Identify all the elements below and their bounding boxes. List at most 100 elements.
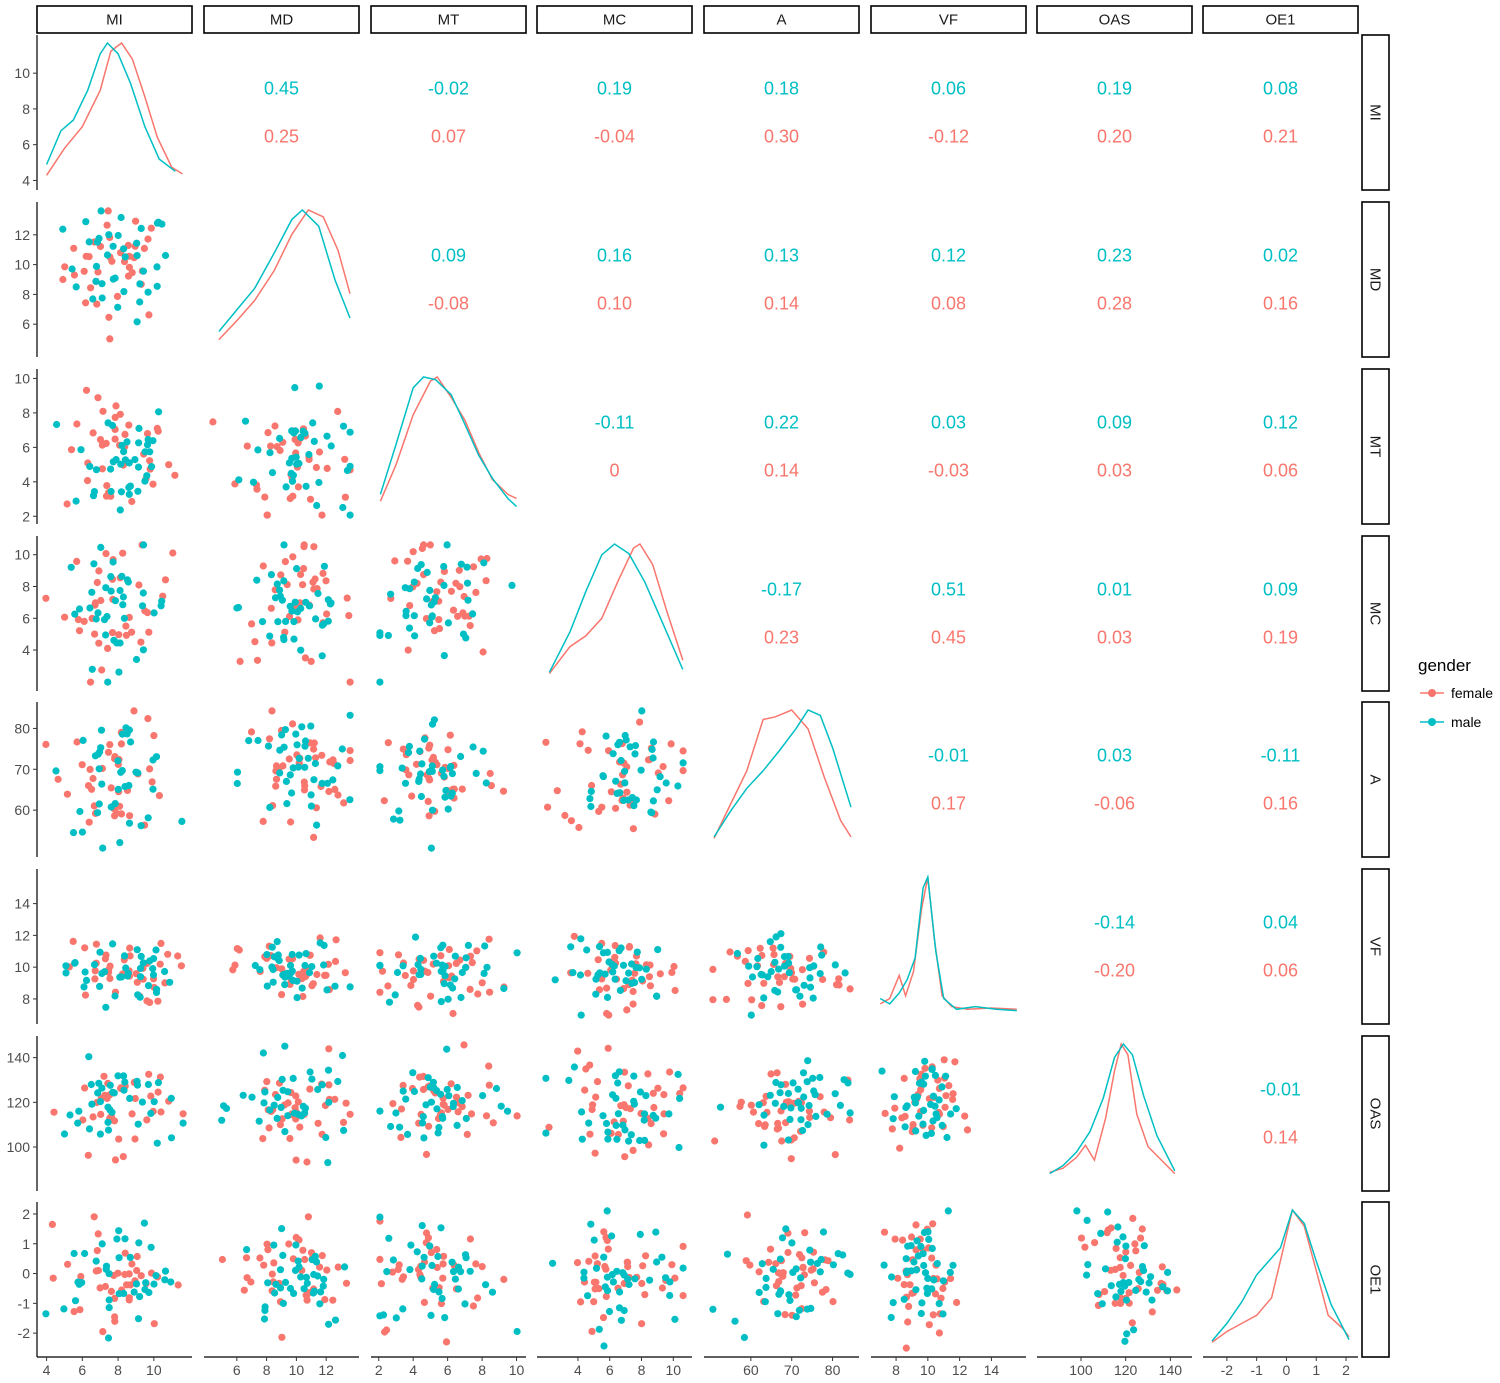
scatter-point-male — [152, 753, 161, 761]
y-tick-label: 8 — [22, 578, 30, 594]
scatter-point-male — [601, 1283, 609, 1291]
scatter-point-male — [392, 1109, 400, 1117]
scatter-point-female — [89, 1113, 97, 1121]
scatter-point-female — [743, 1211, 752, 1219]
corr-male-value: 0.06 — [931, 79, 966, 99]
scatter-point-female — [833, 981, 841, 989]
scatter-point-male — [280, 577, 288, 585]
scatter-point-female — [133, 1252, 141, 1261]
scatter-point-male — [302, 950, 310, 958]
scatter-point-female — [229, 966, 237, 974]
scatter-point-male — [426, 1242, 434, 1250]
scatter-point-male — [102, 1262, 111, 1270]
scatter-point-male — [939, 1310, 947, 1318]
scatter-point-male — [630, 1072, 638, 1080]
scatter-point-male — [309, 1289, 317, 1297]
scatter-point-male — [819, 1228, 828, 1236]
scatter-point-male — [282, 777, 290, 786]
scatter-point-male — [94, 809, 102, 817]
scatter-point-male — [120, 1289, 128, 1298]
scatter-point-male — [116, 839, 124, 847]
scatter-point-male — [731, 1317, 739, 1325]
scatter-point-male — [233, 779, 241, 788]
scatter-point-male — [281, 1042, 289, 1050]
corr-female-value: 0.21 — [1263, 127, 1298, 147]
scatter-point-female — [756, 944, 764, 952]
scatter-point-male — [268, 943, 276, 951]
scatter-point-female — [426, 741, 434, 749]
scatter-point-male — [409, 1069, 417, 1077]
scatter-point-male — [149, 965, 157, 973]
scatter-point-female — [149, 480, 157, 488]
scatter-point-male — [266, 449, 274, 457]
corr-male-value: 0.51 — [931, 580, 966, 600]
scatter-point-male — [93, 238, 101, 246]
scatter-point-male — [1121, 1337, 1129, 1345]
scatter-point-female — [829, 1298, 837, 1306]
scatter-cell-mc-mi — [42, 541, 177, 686]
scatter-point-female — [1129, 1214, 1137, 1222]
scatter-point-male — [640, 1116, 648, 1124]
scatter-point-male — [139, 541, 148, 549]
corr-cell-mi-a: 0.180.30 — [764, 79, 799, 147]
scatter-cell-oe1-mc — [549, 1207, 687, 1350]
scatter-point-female — [273, 443, 281, 451]
scatter-point-male — [282, 483, 290, 491]
corr-female-value: 0.14 — [1263, 1128, 1298, 1148]
x-tick-label: 70 — [784, 1362, 800, 1378]
scatter-point-female — [143, 997, 151, 1005]
scatter-point-male — [91, 752, 99, 760]
scatter-point-female — [424, 797, 432, 806]
scatter-point-female — [70, 1308, 78, 1316]
scatter-point-female — [765, 1258, 773, 1266]
scatter-point-male — [766, 1091, 774, 1099]
scatter-point-male — [66, 1111, 74, 1119]
corr-female-value: -0.06 — [1094, 794, 1135, 814]
scatter-cell-oe1-oas — [1073, 1207, 1181, 1345]
scatter-point-female — [435, 616, 443, 624]
corr-female-value: 0.14 — [764, 294, 799, 314]
scatter-point-male — [313, 821, 321, 829]
scatter-point-male — [324, 596, 332, 604]
scatter-point-female — [334, 791, 342, 799]
scatter-point-female — [98, 441, 106, 449]
scatter-point-male — [134, 1315, 143, 1323]
scatter-point-male — [938, 1121, 946, 1129]
corr-cell-mi-vf: 0.06-0.12 — [928, 79, 969, 147]
scatter-point-male — [839, 1251, 847, 1259]
scatter-point-male — [596, 969, 604, 977]
corr-male-value: 0.12 — [931, 246, 966, 266]
scatter-point-female — [775, 1278, 783, 1286]
scatter-point-female — [774, 973, 782, 981]
scatter-point-male — [1137, 1278, 1145, 1286]
scatter-cell-a-mi — [42, 707, 186, 852]
scatter-point-female — [89, 429, 97, 437]
scatter-point-male — [777, 1081, 785, 1089]
scatter-point-male — [615, 1068, 623, 1076]
scatter-point-female — [767, 1070, 775, 1078]
scatter-point-male — [423, 568, 431, 577]
scatter-point-male — [311, 1252, 319, 1260]
scatter-point-male — [320, 562, 328, 570]
scatter-point-female — [111, 435, 119, 443]
scatter-point-male — [633, 948, 641, 956]
scatter-point-female — [261, 493, 269, 501]
scatter-point-male — [389, 815, 398, 823]
scatter-point-male — [907, 1242, 915, 1250]
scatter-point-male — [132, 1280, 141, 1288]
scatter-point-male — [776, 1089, 784, 1097]
scatter-point-female — [755, 1268, 763, 1276]
scatter-point-male — [604, 1128, 612, 1136]
scatter-point-female — [679, 1292, 687, 1300]
scatter-point-female — [125, 1294, 133, 1302]
scatter-point-female — [590, 1298, 598, 1306]
scatter-point-female — [310, 833, 318, 842]
scatter-point-male — [392, 1314, 400, 1322]
scatter-point-male — [831, 1090, 839, 1098]
scatter-point-female — [259, 1135, 267, 1143]
scatter-point-female — [285, 755, 293, 763]
scatter-point-male — [675, 1143, 683, 1152]
scatter-point-female — [78, 761, 86, 769]
scatter-point-male — [249, 478, 258, 486]
scatter-point-male — [220, 1102, 228, 1110]
